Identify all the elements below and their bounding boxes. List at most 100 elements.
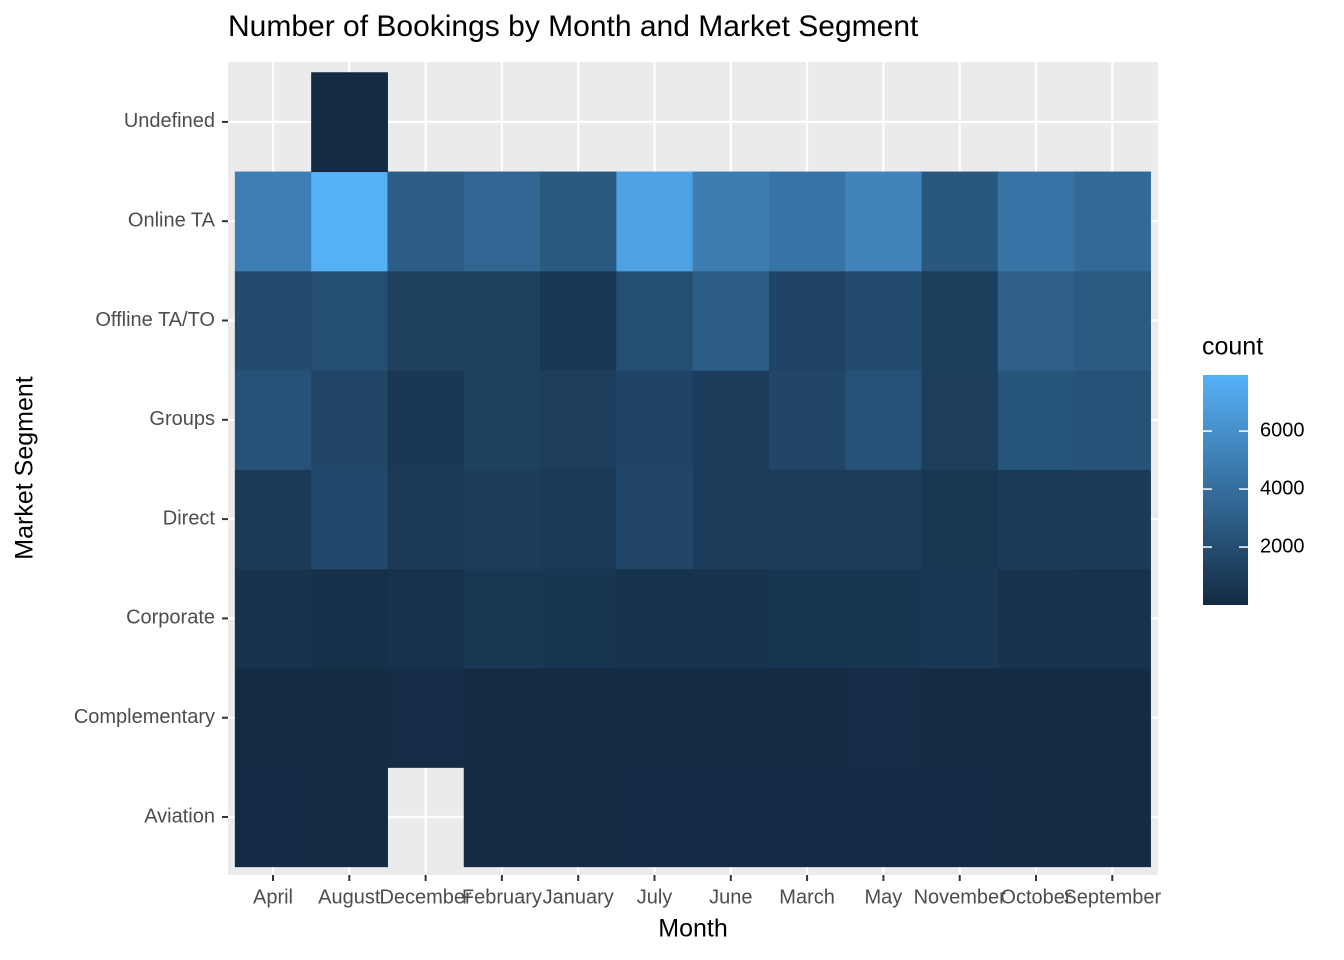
tile <box>845 469 923 570</box>
y-axis-title: Market Segment <box>11 376 39 559</box>
tile <box>997 668 1075 768</box>
tile <box>311 568 388 669</box>
tile <box>1074 767 1151 868</box>
tile <box>540 469 617 570</box>
tile <box>997 469 1075 570</box>
tile <box>921 270 999 371</box>
y-tick-label: Online TA <box>128 209 216 231</box>
y-tick-label: Aviation <box>144 805 215 827</box>
tile <box>845 171 923 272</box>
tile <box>768 171 846 272</box>
tile <box>1074 469 1151 570</box>
tile <box>768 767 846 868</box>
tile <box>463 171 541 272</box>
tile <box>845 668 923 768</box>
tile <box>845 370 923 470</box>
tile <box>997 568 1075 669</box>
y-tick-label: Corporate <box>126 607 215 629</box>
tile <box>463 767 541 868</box>
tile <box>234 469 312 570</box>
tile <box>921 171 999 272</box>
legend-tick-label: 2000 <box>1260 535 1305 557</box>
tile <box>692 767 770 868</box>
y-tick-label: Direct <box>163 507 216 529</box>
tile <box>997 370 1075 470</box>
tile <box>1074 568 1151 669</box>
legend-tick-label: 4000 <box>1260 477 1305 499</box>
tile <box>1074 171 1151 272</box>
tile <box>1074 270 1151 371</box>
tile <box>311 171 388 272</box>
tile <box>921 370 999 470</box>
tile <box>616 370 694 470</box>
tile <box>692 668 770 768</box>
tile <box>921 767 999 868</box>
tile <box>616 668 694 768</box>
tile <box>234 668 312 768</box>
tile <box>540 568 617 669</box>
x-tick-label: August <box>318 886 381 908</box>
x-tick-label: April <box>253 886 293 908</box>
tile <box>311 72 388 173</box>
tile <box>692 171 770 272</box>
legend-colorbar <box>1203 375 1248 605</box>
tile <box>540 668 617 768</box>
tile <box>463 568 541 669</box>
y-tick-label: Groups <box>149 408 215 430</box>
x-tick-label: March <box>779 886 835 908</box>
tile <box>616 568 694 669</box>
tile <box>616 469 694 570</box>
x-tick-label: February <box>462 886 542 908</box>
tile <box>997 767 1075 868</box>
tile <box>616 171 694 272</box>
tile <box>387 270 465 371</box>
tile <box>1074 668 1151 768</box>
tile <box>540 270 617 371</box>
tile <box>768 370 846 470</box>
x-tick-label: June <box>709 886 752 908</box>
tile <box>463 370 541 470</box>
tile <box>768 668 846 768</box>
tile <box>540 767 617 868</box>
y-tick-label: Complementary <box>74 706 215 728</box>
tile <box>768 469 846 570</box>
tile <box>768 270 846 371</box>
tile <box>387 668 465 768</box>
tile <box>387 171 465 272</box>
x-tick-label: May <box>865 886 903 908</box>
tile <box>234 370 312 470</box>
tile <box>463 270 541 371</box>
tile <box>463 668 541 768</box>
tile <box>692 568 770 669</box>
x-axis-title: Month <box>658 915 727 943</box>
tile <box>234 270 312 371</box>
tile <box>692 370 770 470</box>
tile <box>540 171 617 272</box>
tile <box>463 469 541 570</box>
tile <box>234 171 312 272</box>
chart-title: Number of Bookings by Month and Market S… <box>228 10 919 43</box>
x-tick-label: July <box>637 886 673 908</box>
tile <box>921 568 999 669</box>
tile <box>234 568 312 669</box>
tile <box>692 270 770 371</box>
x-tick-label: September <box>1063 886 1161 908</box>
legend-title: count <box>1202 333 1263 361</box>
tile <box>997 171 1075 272</box>
x-tick-label: October <box>1000 886 1071 908</box>
tile <box>616 767 694 868</box>
x-tick-label: January <box>543 886 614 908</box>
tile <box>616 270 694 371</box>
tile <box>311 270 388 371</box>
y-tick-label: Offline TA/TO <box>95 309 215 331</box>
tile <box>387 370 465 470</box>
y-tick-label: Undefined <box>124 110 215 132</box>
tile <box>311 370 388 470</box>
tile <box>311 469 388 570</box>
tile <box>387 568 465 669</box>
tile <box>997 270 1075 371</box>
legend-tick-label: 6000 <box>1260 419 1305 441</box>
tile <box>921 668 999 768</box>
tile <box>387 469 465 570</box>
tile <box>921 469 999 570</box>
